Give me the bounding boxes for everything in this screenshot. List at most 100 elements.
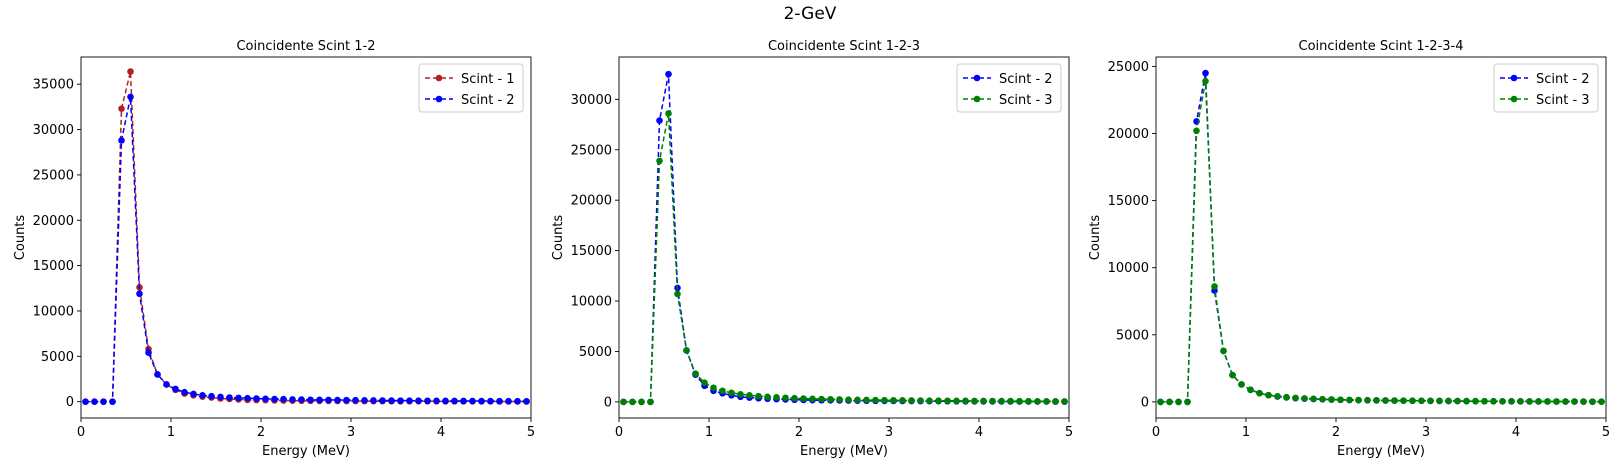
legend-swatch-marker bbox=[435, 95, 443, 103]
legend-box bbox=[1493, 63, 1599, 113]
data-point bbox=[692, 370, 699, 377]
legend-swatch-marker bbox=[1510, 95, 1518, 103]
data-point bbox=[145, 349, 152, 356]
plot-frame bbox=[1155, 56, 1607, 419]
legend-label: Scint - 1 bbox=[461, 72, 515, 87]
data-point bbox=[172, 385, 179, 393]
y-tick-label: 25000 bbox=[571, 143, 612, 158]
data-point bbox=[890, 396, 897, 404]
y-tick-label: 10000 bbox=[571, 295, 612, 310]
data-point bbox=[1220, 347, 1227, 355]
data-point bbox=[773, 394, 780, 401]
legend-label: Scint - 2 bbox=[999, 72, 1053, 87]
data-point bbox=[163, 381, 170, 388]
data-point bbox=[1166, 398, 1173, 406]
data-point bbox=[1454, 397, 1461, 405]
data-point bbox=[746, 392, 753, 399]
y-tick-label: 15000 bbox=[33, 259, 74, 274]
legend-box bbox=[956, 63, 1062, 113]
chart-title: Coincidente Scint 1-2-3-4 bbox=[1299, 39, 1464, 54]
y-tick-label: 0 bbox=[604, 395, 612, 410]
legend-label: Scint - 3 bbox=[1536, 93, 1590, 108]
data-point bbox=[800, 395, 807, 402]
data-point bbox=[638, 398, 645, 406]
data-point bbox=[1007, 397, 1014, 405]
data-point bbox=[710, 384, 717, 392]
x-tick-label: 2 bbox=[795, 425, 803, 440]
data-point bbox=[908, 397, 915, 404]
y-axis-label: Counts bbox=[13, 215, 28, 261]
data-point bbox=[827, 395, 834, 403]
data-point bbox=[1310, 395, 1317, 403]
data-point bbox=[755, 392, 762, 400]
data-point bbox=[1202, 77, 1209, 85]
y-tick-label: 25000 bbox=[33, 168, 74, 183]
data-point bbox=[1409, 397, 1416, 404]
data-point bbox=[683, 347, 690, 354]
data-point bbox=[809, 395, 816, 403]
data-point bbox=[118, 105, 125, 113]
legend-box bbox=[418, 63, 524, 113]
x-axis-label: Energy (MeV) bbox=[262, 444, 350, 459]
data-point bbox=[1256, 389, 1263, 397]
data-point bbox=[1193, 127, 1200, 135]
data-point bbox=[379, 397, 386, 404]
y-tick-label: 5000 bbox=[579, 345, 612, 360]
y-tick-label: 35000 bbox=[33, 78, 74, 93]
data-point bbox=[424, 397, 431, 405]
x-tick-label: 2 bbox=[257, 425, 265, 440]
data-point bbox=[1211, 283, 1218, 290]
data-point bbox=[1490, 397, 1497, 405]
data-point bbox=[656, 157, 663, 165]
x-tick-label: 5 bbox=[527, 425, 535, 440]
series-line bbox=[1160, 81, 1602, 403]
data-point bbox=[899, 397, 906, 404]
data-point bbox=[881, 396, 888, 404]
plot-frame bbox=[618, 56, 1070, 419]
data-point bbox=[971, 397, 978, 405]
data-point bbox=[953, 397, 960, 405]
y-tick-label: 10000 bbox=[33, 304, 74, 319]
data-point bbox=[1301, 395, 1308, 402]
data-point bbox=[665, 110, 672, 117]
data-point bbox=[100, 398, 107, 405]
y-tick-label: 30000 bbox=[33, 123, 74, 138]
data-point bbox=[1598, 398, 1605, 405]
data-point bbox=[1175, 398, 1182, 406]
data-point bbox=[1355, 396, 1362, 404]
data-point bbox=[199, 392, 206, 399]
data-point bbox=[1034, 397, 1041, 405]
data-point bbox=[854, 396, 861, 404]
y-tick-label: 15000 bbox=[571, 244, 612, 259]
y-tick-label: 20000 bbox=[571, 194, 612, 209]
data-point bbox=[1427, 397, 1434, 405]
x-tick-label: 4 bbox=[1512, 425, 1520, 440]
x-tick-label: 1 bbox=[705, 425, 713, 440]
x-tick-label: 1 bbox=[167, 425, 175, 440]
y-tick-label: 20000 bbox=[1108, 127, 1149, 142]
x-tick-label: 0 bbox=[615, 425, 623, 440]
x-tick-label: 4 bbox=[975, 425, 983, 440]
data-point bbox=[208, 392, 215, 400]
data-point bbox=[1391, 397, 1398, 404]
plot-frame bbox=[80, 56, 532, 419]
chart-title: Coincidente Scint 1-2 bbox=[236, 39, 375, 54]
data-point bbox=[271, 395, 278, 403]
y-tick-label: 0 bbox=[1141, 395, 1149, 410]
data-point bbox=[442, 397, 449, 405]
data-point bbox=[307, 396, 314, 404]
data-point bbox=[674, 290, 681, 298]
legend-swatch-marker bbox=[435, 74, 443, 82]
data-point bbox=[334, 396, 341, 404]
data-point bbox=[1364, 396, 1371, 404]
data-point bbox=[1499, 397, 1506, 405]
data-point bbox=[665, 70, 672, 78]
y-axis-label: Counts bbox=[1088, 215, 1103, 261]
data-point bbox=[316, 396, 323, 404]
data-point bbox=[845, 396, 852, 403]
data-point bbox=[1508, 398, 1515, 405]
data-point bbox=[1517, 398, 1524, 405]
data-point bbox=[136, 290, 143, 298]
data-point bbox=[1025, 397, 1032, 405]
